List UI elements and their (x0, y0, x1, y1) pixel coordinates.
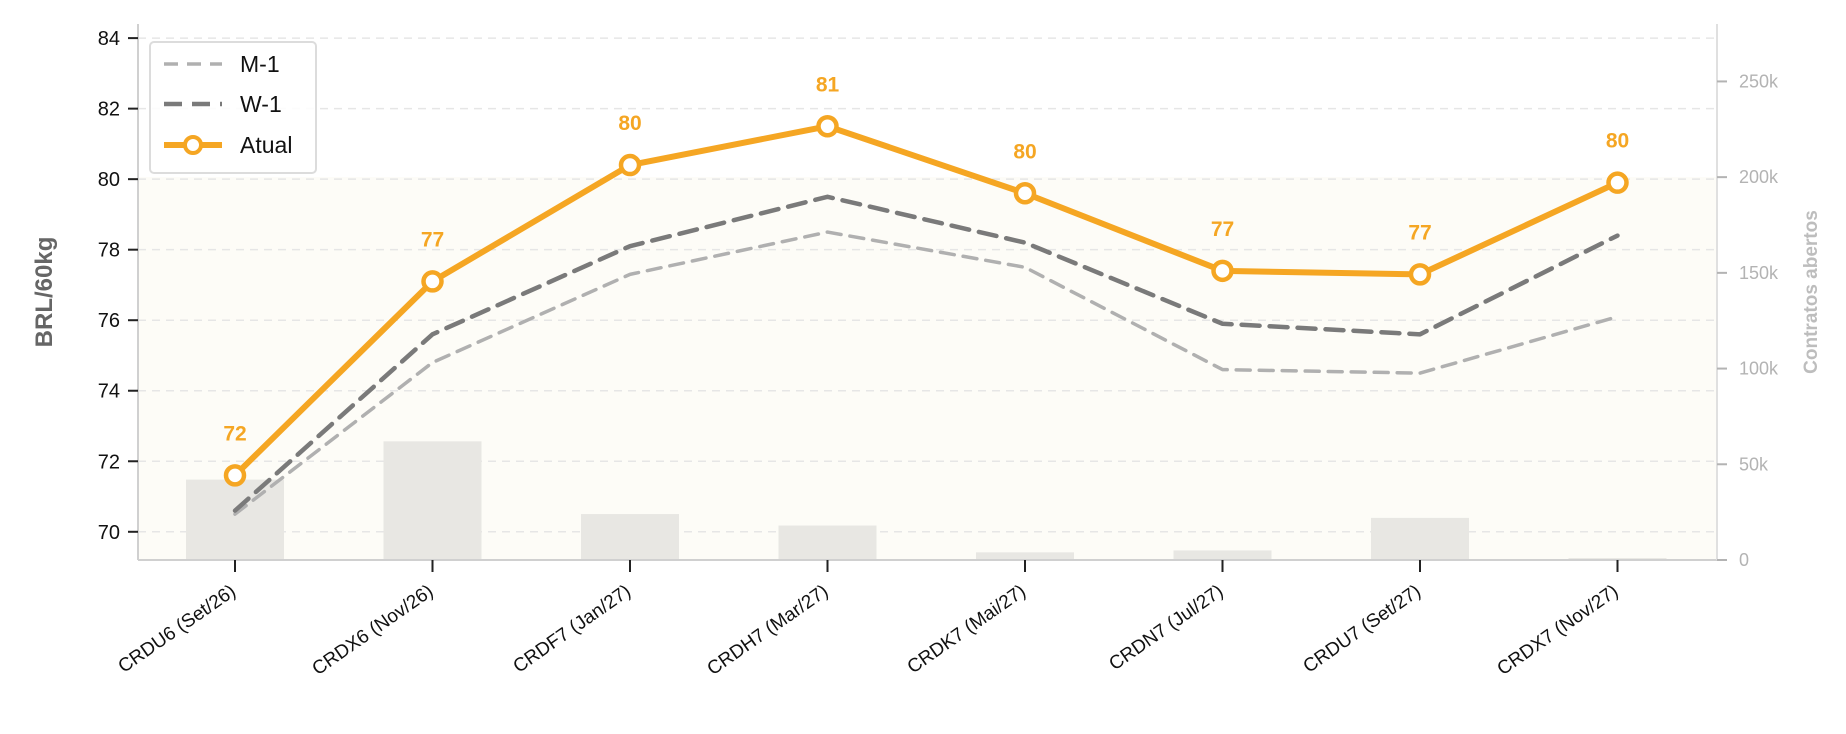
x-tick-label: CRDN7 (Jul/27) (1105, 581, 1227, 675)
y-right-axis-title: Contratos abertos (1801, 210, 1822, 374)
y-axis-title: BRL/60kg (31, 237, 58, 348)
y-tick-label: 76 (98, 310, 120, 332)
data-label: 80 (1013, 140, 1036, 163)
data-label: 81 (816, 73, 840, 96)
open-interest-bar (1173, 550, 1272, 560)
legend-label: M-1 (240, 51, 280, 77)
series-point-atual (1013, 182, 1037, 205)
series-point-atual (1211, 259, 1234, 283)
legend: M-1 W-1 Atual (149, 41, 317, 174)
y-right-tick-label: 0 (1739, 550, 1749, 570)
y-tick-label: 82 (98, 99, 120, 121)
x-tick-label: CRDU6 (Set/26) (115, 581, 240, 678)
series-point-atual (618, 153, 642, 177)
legend-marker-atual (183, 135, 203, 155)
legend-label: W-1 (240, 91, 282, 117)
y-right-tick-label: 100k (1739, 359, 1779, 379)
y-tick-label: 80 (98, 169, 120, 191)
x-tick-label: CRDH7 (Mar/27) (704, 581, 833, 680)
x-tick-label: CRDF7 (Jan/27) (510, 581, 635, 678)
data-label: 77 (421, 228, 444, 251)
y-right-tick-label: 50k (1739, 454, 1769, 474)
data-label: 80 (1606, 130, 1629, 153)
x-tick-label: CRDX6 (Nov/26) (309, 581, 438, 680)
open-interest-bar (186, 479, 284, 560)
y-tick-label: 74 (98, 381, 120, 403)
y-tick-label: 72 (98, 451, 120, 473)
open-interest-bar (581, 514, 679, 560)
y-tick-label: 70 (98, 522, 120, 544)
series-point-atual (816, 115, 839, 138)
y-right-tick-label: 250k (1739, 71, 1779, 91)
y-right-tick-label: 200k (1739, 167, 1779, 187)
open-interest-bar (1371, 517, 1469, 560)
series-point-atual (223, 464, 247, 487)
series-line-m-1 (233, 230, 1620, 516)
series-point-atual (1606, 171, 1629, 194)
series-point-atual (421, 270, 444, 293)
series-point-atual (1408, 263, 1432, 286)
series-line-w-1 (232, 194, 1620, 513)
y-right-tick-label: 150k (1739, 263, 1779, 283)
series-line-atual (232, 123, 1621, 479)
data-label: 77 (1408, 221, 1431, 244)
y-tick-label: 84 (98, 28, 120, 50)
open-interest-bar (778, 525, 877, 560)
data-label: 80 (618, 112, 641, 135)
x-tick-label: CRDK7 (Mai/27) (904, 581, 1030, 678)
open-interest-bar (383, 441, 482, 560)
y-tick-label: 78 (98, 240, 120, 262)
x-tick-label: CRDX7 (Nov/27) (1494, 581, 1623, 680)
x-tick-label: CRDU7 (Set/27) (1300, 581, 1425, 678)
legend-label: Atual (240, 132, 292, 158)
data-label: 77 (1211, 218, 1234, 241)
open-interest-bar (976, 552, 1074, 560)
data-label: 72 (223, 422, 246, 445)
shaded-band (138, 177, 1717, 560)
